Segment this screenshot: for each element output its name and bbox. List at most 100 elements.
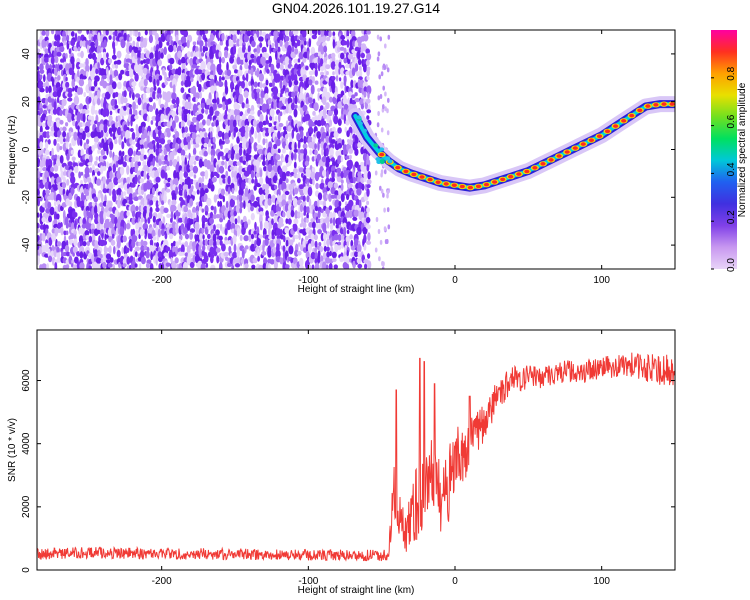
spectrogram-noise-cell — [281, 105, 287, 110]
spectrogram-noise-cell — [70, 187, 75, 195]
spectrogram-noise-cell — [136, 211, 142, 220]
tone-track-bead-core — [483, 182, 490, 187]
spectrogram-tone-track — [347, 96, 675, 196]
spectrogram-noise-cell — [384, 43, 387, 49]
spectrogram-noise-cell — [320, 208, 324, 214]
spectrogram-noise-cell — [201, 72, 206, 81]
spectrogram-noise-cell — [160, 228, 165, 237]
spectrogram-noise-cell — [71, 78, 75, 89]
spectrogram-noise-cell — [137, 185, 142, 196]
spectrogram-noise-cell — [345, 235, 351, 243]
spectrogram-noise-cell — [387, 97, 390, 103]
spectrogram-noise-cell — [239, 85, 242, 95]
spectrogram-noise-cell — [363, 234, 367, 244]
spectrogram-noise-cell — [338, 77, 342, 82]
spectrogram-noise-cell — [379, 94, 383, 99]
snr-x-tick-label: -100 — [298, 576, 318, 587]
spectrogram-noise-cell — [273, 101, 277, 110]
spectrogram-noise-cell — [144, 233, 147, 240]
spectrogram-noise-cell — [328, 263, 333, 269]
spectrogram-noise-cell — [202, 119, 206, 126]
spectrogram-noise-cell — [133, 106, 136, 117]
spectrogram-noise-cell — [209, 164, 215, 174]
spectrogram-noise-cell — [137, 221, 143, 230]
spectrogram-noise-cell — [41, 263, 47, 269]
spectrogram-noise-cell — [308, 70, 314, 76]
spectrogram-noise-cell — [79, 87, 83, 95]
spectrogram-noise-cell — [333, 131, 339, 139]
spectrogram-noise-cell — [132, 92, 135, 101]
spectrogram-noise-cell — [190, 77, 194, 83]
spectrogram-noise-cell — [302, 37, 307, 42]
spectrogram-noise-cell — [119, 210, 125, 221]
spectrogram-noise-cell — [108, 188, 112, 196]
spectrogram-noise-cell — [302, 57, 307, 63]
spectrogram-noise-cell — [234, 218, 238, 225]
spectrogram-noise-cell — [114, 30, 118, 37]
spectrogram-noise-cell — [183, 206, 189, 213]
spectrogram-noise-cell — [312, 110, 316, 116]
spectrogram-noise-cell — [236, 249, 240, 258]
spectrogram-noise-cell — [118, 135, 122, 146]
spectrogram-noise-cell — [68, 239, 74, 245]
spectrogram-noise-cell — [363, 86, 368, 93]
spectrogram-noise-cell — [329, 119, 333, 127]
spectrogram-noise-cell — [257, 148, 264, 155]
spectrogram-noise-cell — [94, 39, 99, 48]
spectrogram-noise-cell — [78, 227, 81, 235]
spectrogram-noise-cell — [312, 178, 315, 186]
spectrogram-noise-cell — [266, 108, 270, 115]
spectrogram-noise-cell — [309, 30, 313, 36]
spectrogram-noise-cell — [367, 232, 371, 242]
spectrogram-noise-cell — [337, 241, 341, 246]
spectrogram-noise-cell — [306, 212, 309, 220]
spectrogram-noise-cell — [357, 142, 362, 149]
spectrogram-noise-cell — [86, 240, 90, 247]
spectrogram-noise-cell — [316, 131, 322, 139]
spectrogram-noise-cell — [329, 217, 333, 225]
spectrogram-noise-cell — [376, 122, 380, 128]
spectrogram-noise-cell — [44, 141, 49, 150]
spectrogram-noise-cell — [166, 182, 171, 188]
spectrogram-noise-cell — [239, 194, 243, 203]
spectrogram-noise-cell — [126, 256, 131, 265]
spectrogram-noise-cell — [49, 192, 56, 201]
tone-track-bead-core — [427, 177, 433, 182]
spectrogram-noise-cell — [123, 253, 128, 259]
spectrogram-noise-cell — [356, 258, 362, 264]
spectrogram-noise-cell — [46, 131, 50, 139]
spectrogram-noise-cell — [354, 148, 359, 156]
spectrogram-noise-cell — [204, 46, 208, 52]
spectrogram-noise-cell — [377, 229, 381, 234]
spectrogram-noise-cell — [267, 264, 271, 269]
spectrogram-noise-cell — [340, 183, 344, 192]
spectrogram-noise-cell — [238, 39, 243, 47]
spectrogram-noise-cell — [144, 30, 148, 36]
spectrogram-noise-cell — [233, 243, 237, 253]
spectrogram-noise-cell — [48, 85, 52, 94]
spectrogram-noise-cell — [195, 136, 200, 145]
spectrogram-noise-cell — [65, 251, 71, 257]
spectrogram-noise-cell — [213, 143, 217, 150]
spectrogram-noise-cell — [125, 62, 130, 71]
spectrogram-noise-cell — [303, 205, 307, 214]
spectrogram-noise-cell — [47, 118, 53, 127]
spectrogram-noise-cell — [250, 164, 255, 173]
spectrogram-noise-cell — [71, 259, 75, 265]
spectrogram-noise-cell — [366, 30, 371, 35]
spectrogram-noise-cell — [306, 206, 310, 215]
spectrogram-noise-cell — [216, 97, 220, 106]
spectrogram-noise-cell — [284, 35, 290, 42]
spectrogram-noise-cell — [335, 150, 340, 157]
spectrogram-noise-cell — [56, 213, 60, 220]
spectrogram-noise-cell — [184, 144, 189, 151]
snr-y-label: SNR (10 * v/v) — [7, 418, 18, 482]
spectrogram-noise-cell — [116, 50, 122, 59]
spectrogram-noise-cell — [137, 161, 141, 167]
spectrogram-noise-cell — [337, 234, 342, 242]
spectrogram-noise-cell — [64, 216, 69, 226]
spectrogram-noise-cell — [68, 62, 74, 69]
spectrogram-noise-cell — [259, 176, 264, 185]
spectrogram-noise-cell — [354, 92, 358, 97]
spectrogram-noise-cell — [332, 31, 336, 37]
